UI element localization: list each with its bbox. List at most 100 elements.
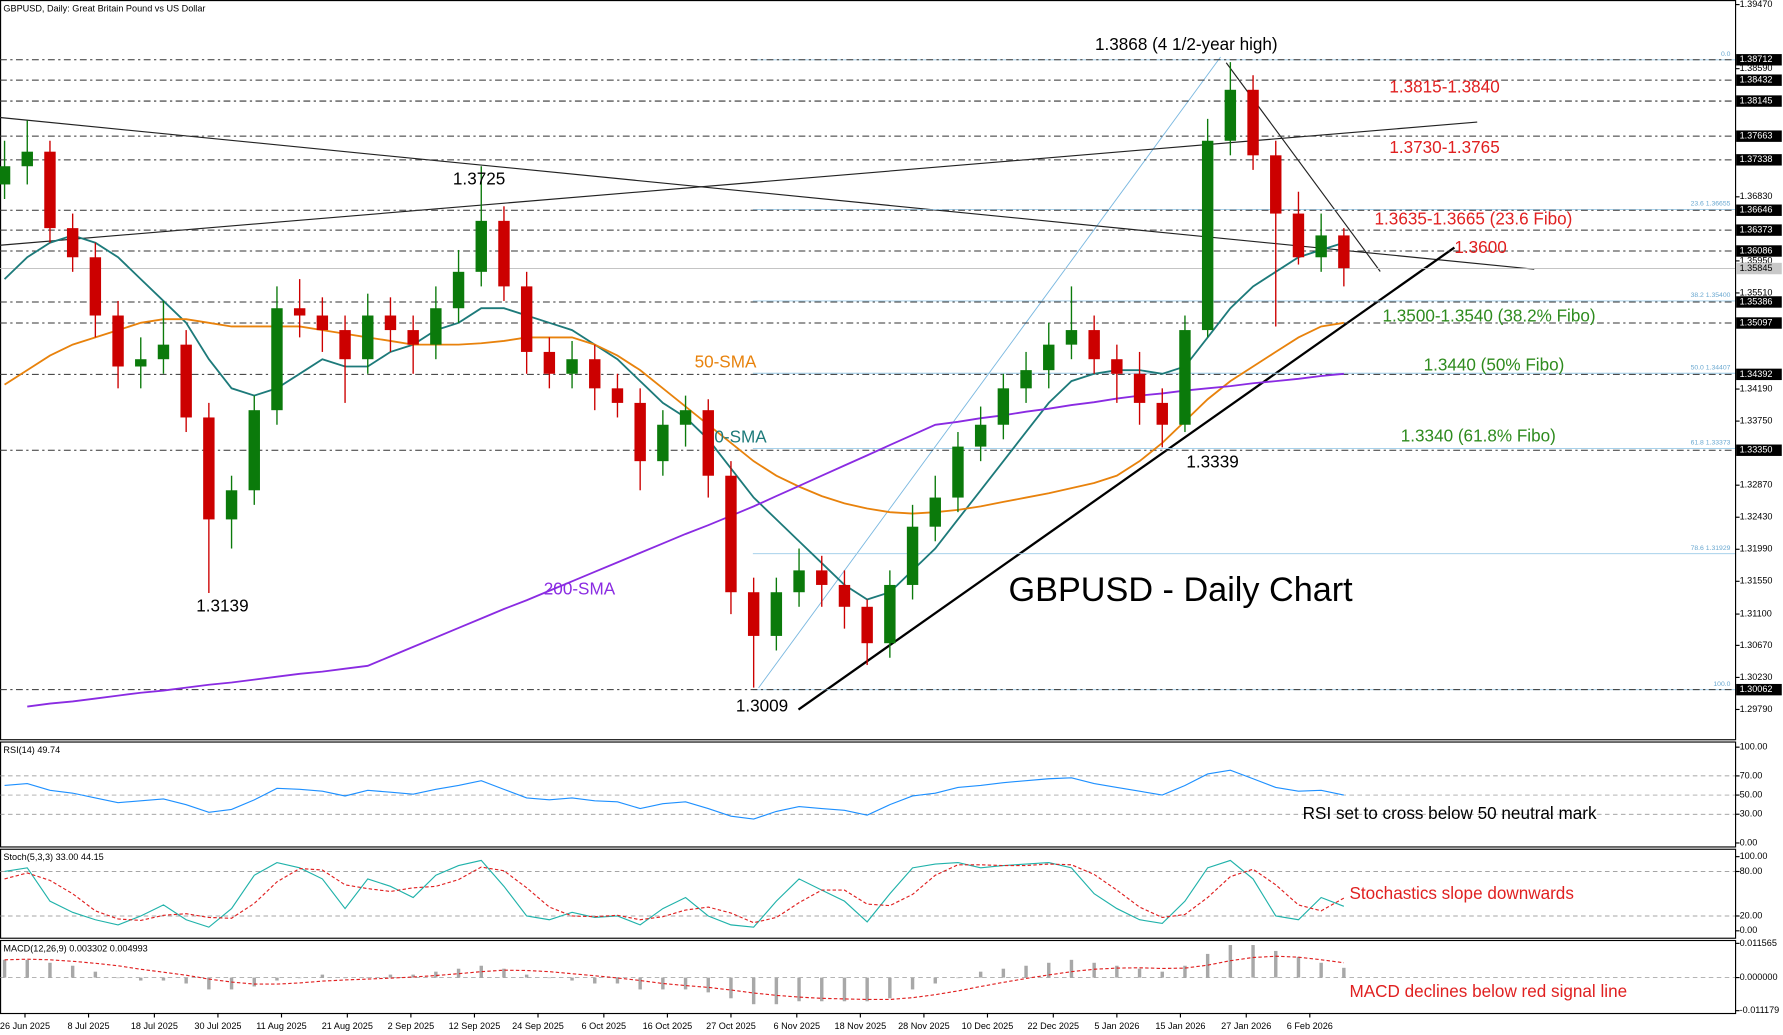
level-label: 1.36086 bbox=[1740, 245, 1773, 255]
candle-body bbox=[293, 308, 306, 316]
candle-body bbox=[1338, 235, 1350, 269]
macd-bar bbox=[252, 977, 256, 987]
candle-body bbox=[1020, 370, 1032, 389]
macd-bar bbox=[683, 977, 688, 990]
macd-bar bbox=[547, 977, 552, 979]
annotation: 1.3635-1.3665 (23.6 Fibo) bbox=[1375, 210, 1573, 229]
x-tick-label: 6 Nov 2025 bbox=[773, 1021, 820, 1031]
level-box bbox=[1736, 245, 1782, 257]
macd-bar bbox=[48, 962, 52, 978]
fibo-label: 38.2 1.35400 bbox=[1691, 292, 1731, 299]
annotation: 1.3009 bbox=[736, 697, 788, 716]
level-label: 1.37663 bbox=[1740, 131, 1773, 141]
candle-body bbox=[1156, 402, 1168, 425]
candle-body bbox=[1133, 373, 1146, 403]
macd-bar bbox=[729, 977, 733, 999]
macd-bar bbox=[139, 977, 143, 981]
x-tick-label: 18 Nov 2025 bbox=[835, 1021, 887, 1031]
x-tick-label: 21 Aug 2025 bbox=[322, 1021, 373, 1031]
annotation: 1.3339 bbox=[1186, 453, 1238, 472]
candle-body bbox=[452, 271, 465, 309]
candle-body bbox=[1292, 213, 1305, 258]
candle-body bbox=[906, 526, 919, 585]
x-tick-label: 2 Sep 2025 bbox=[388, 1021, 435, 1031]
candle-body bbox=[203, 417, 215, 520]
level-box bbox=[1736, 317, 1782, 329]
macd-bar bbox=[207, 977, 211, 990]
candle-body bbox=[1224, 89, 1237, 141]
macd-bar bbox=[933, 977, 937, 984]
macd-bar bbox=[1205, 953, 1210, 978]
fibo-diagonal bbox=[758, 56, 1221, 689]
panel-annotation: RSI set to cross below 50 neutral mark bbox=[1303, 804, 1597, 823]
candle-body bbox=[0, 166, 11, 185]
y-tick-label: 0.00 bbox=[1740, 925, 1758, 935]
candle-body bbox=[1201, 140, 1214, 331]
candle-body bbox=[1065, 330, 1078, 345]
macd-bar bbox=[797, 977, 801, 1002]
x-tick-label: 12 Sep 2025 bbox=[449, 1021, 501, 1031]
candle-body bbox=[180, 344, 192, 418]
macd-panel bbox=[0, 939, 1737, 1015]
candle-body bbox=[362, 315, 374, 360]
macd-bar bbox=[320, 974, 325, 978]
candle-body bbox=[589, 359, 601, 389]
y-tick-label: 20.00 bbox=[1740, 910, 1763, 920]
x-tick-label: 15 Jan 2026 bbox=[1155, 1021, 1205, 1031]
macd-bar bbox=[343, 977, 347, 979]
candle-body bbox=[1247, 89, 1259, 156]
candle-body bbox=[112, 315, 124, 367]
level-box bbox=[1736, 444, 1782, 456]
macd-bar bbox=[502, 968, 506, 978]
macd-bar bbox=[661, 977, 665, 990]
x-tick-label: 6 Feb 2026 bbox=[1287, 1021, 1333, 1031]
macd-bar bbox=[774, 977, 779, 1005]
macd-bar bbox=[1137, 968, 1142, 978]
level-label: 1.36373 bbox=[1740, 225, 1773, 235]
x-tick-label: 30 Jul 2025 bbox=[194, 1021, 241, 1031]
x-tick-label: 26 Jun 2025 bbox=[0, 1021, 50, 1031]
macd-bar bbox=[956, 977, 960, 979]
y-tick-label: 1.39470 bbox=[1740, 0, 1773, 9]
x-tick-label: 18 Jul 2025 bbox=[131, 1021, 178, 1031]
panel-annotation: MACD declines below red signal line bbox=[1349, 982, 1627, 1001]
level-box bbox=[1736, 204, 1782, 216]
fibo-label: 23.6 1.36655 bbox=[1691, 201, 1731, 208]
y-tick-label: 1.35510 bbox=[1740, 287, 1773, 297]
macd-bar bbox=[2, 959, 7, 978]
macd-bar bbox=[1001, 968, 1006, 978]
chart-title: GBPUSD - Daily Chart bbox=[1009, 571, 1354, 609]
x-tick-label: 27 Jan 2026 bbox=[1221, 1021, 1271, 1031]
candle-body bbox=[793, 570, 805, 593]
candle-body bbox=[248, 410, 260, 491]
candle-body bbox=[838, 584, 851, 607]
y-tick-label: 1.30670 bbox=[1740, 640, 1773, 650]
macd-bar bbox=[1319, 962, 1323, 978]
candle-body bbox=[135, 359, 147, 367]
macd-bar bbox=[706, 977, 710, 993]
y-tick-label: 0.011565 bbox=[1740, 938, 1777, 948]
candle-body bbox=[157, 344, 170, 360]
macd-bar bbox=[524, 974, 529, 978]
macd-bar bbox=[1092, 962, 1096, 978]
macd-bar bbox=[25, 959, 29, 978]
fibo-label: 50.0 1.34407 bbox=[1691, 364, 1731, 371]
x-tick-label: 16 Oct 2025 bbox=[643, 1021, 693, 1031]
candle-body bbox=[543, 351, 556, 374]
candle-body bbox=[702, 410, 714, 476]
candle-body bbox=[430, 308, 442, 345]
macd-bar bbox=[751, 977, 756, 1005]
macd-bar bbox=[116, 977, 120, 979]
support-trendline bbox=[797, 246, 1456, 711]
y-tick-label: 1.33750 bbox=[1740, 416, 1773, 426]
candle-body bbox=[861, 606, 873, 644]
annotation: 1.3500-1.3540 (38.2% Fibo) bbox=[1383, 307, 1596, 326]
panel-title: MACD(12,26,9) 0.003302 0.004993 bbox=[3, 943, 147, 953]
macd-bar bbox=[70, 965, 75, 978]
chart-header: GBPUSD, Daily: Great Britain Pound vs US… bbox=[3, 4, 205, 14]
y-tick-label: 1.32870 bbox=[1740, 480, 1773, 490]
candle-body bbox=[21, 151, 33, 167]
level-label: 1.38712 bbox=[1740, 54, 1773, 64]
candle-body bbox=[997, 388, 1010, 425]
